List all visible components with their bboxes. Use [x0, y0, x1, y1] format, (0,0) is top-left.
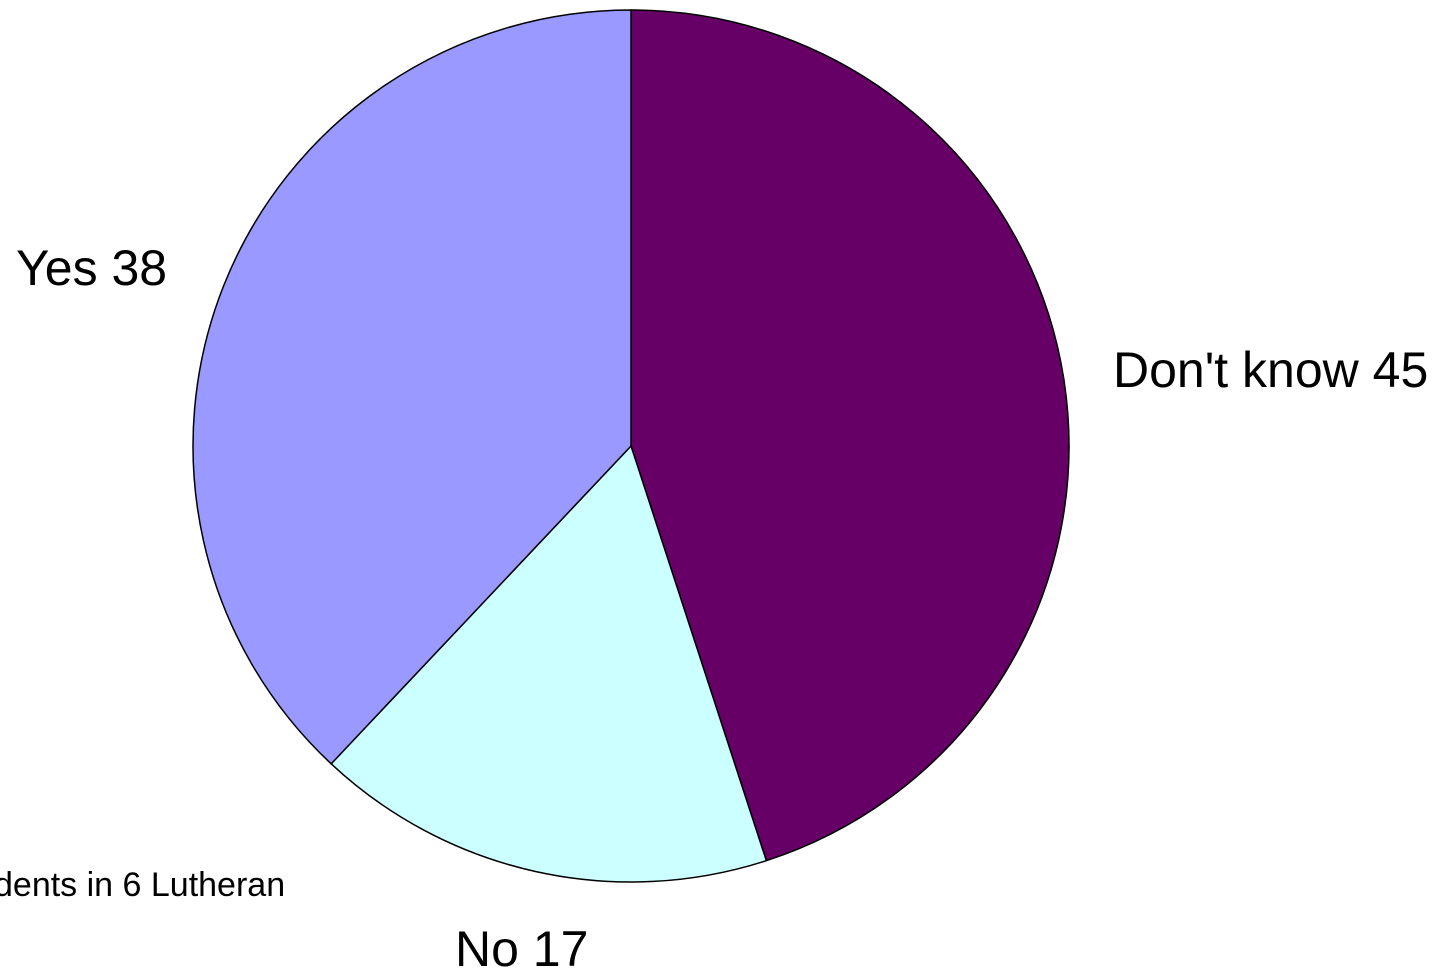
slice-label-yes: Yes 38 — [16, 240, 167, 296]
pie-slice-don-t-know-45 — [630, 9, 1070, 862]
pie-slice-no-17 — [330, 445, 768, 883]
slice-label-no: No 17 — [455, 921, 588, 971]
slice-label-dont-know: Don't know 45 — [1113, 342, 1428, 398]
pie-slice-yes-38 — [192, 9, 632, 765]
footnote-text: dents in 6 Lutheran — [0, 866, 285, 904]
pie-slices — [192, 9, 1070, 883]
